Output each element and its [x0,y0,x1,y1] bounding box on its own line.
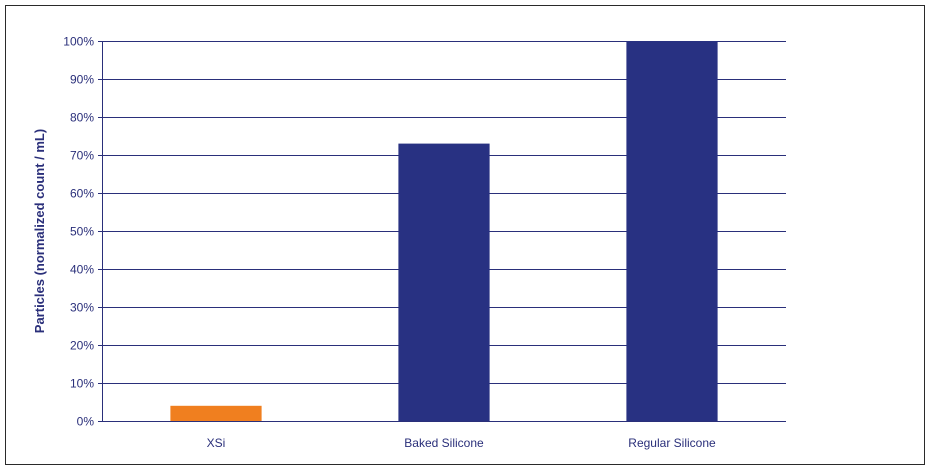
bar-regular-silicone [626,41,717,421]
y-axis-title: Particles (normalized count / mL) [32,129,47,333]
y-tick-label: 60% [70,187,94,201]
y-tick-label: 40% [70,263,94,277]
bar-xsi [170,406,261,421]
x-tick-label: Baked Silicone [404,436,484,450]
x-tick-label: XSi [207,436,226,450]
x-tick-label: Regular Silicone [628,436,716,450]
y-tick-label: 0% [77,415,95,429]
y-tick-label: 90% [70,73,94,87]
bar-baked-silicone [398,144,489,421]
y-tick-label: 80% [70,111,94,125]
y-tick-label: 30% [70,301,94,315]
y-tick-label: 10% [70,377,94,391]
y-tick-label: 100% [63,35,94,49]
y-tick-label: 20% [70,339,94,353]
y-tick-label: 70% [70,149,94,163]
y-tick-label: 50% [70,225,94,239]
